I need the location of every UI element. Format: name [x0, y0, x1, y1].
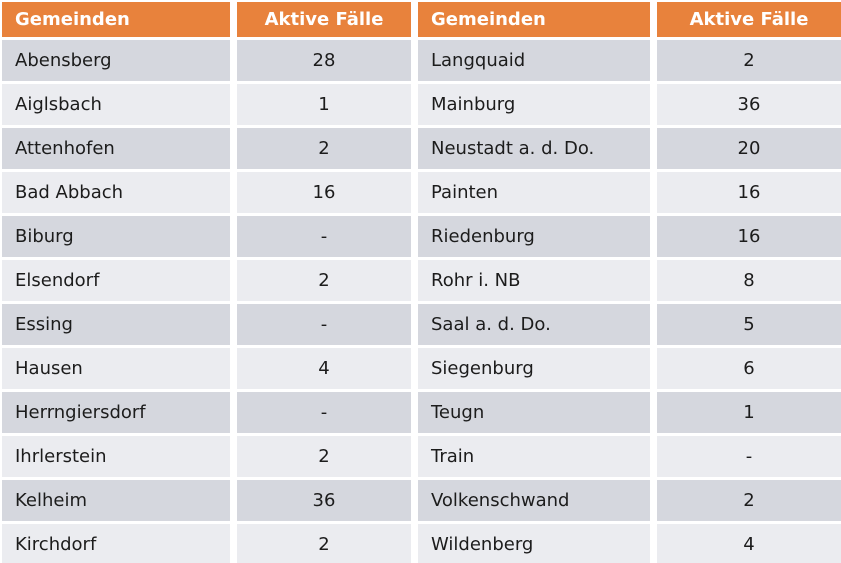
- gemeinde-cell: Ihrlerstein: [2, 436, 230, 477]
- column-header-gemeinden-left: Gemeinden: [2, 2, 230, 37]
- gemeinde-cell: Painten: [418, 172, 650, 213]
- column-header-faelle-left: Aktive Fälle: [237, 2, 411, 37]
- gemeinde-cell: Attenhofen: [2, 128, 230, 169]
- faelle-cell: 1: [237, 84, 411, 125]
- faelle-cell: 5: [657, 304, 841, 345]
- gemeinde-cell: Siegenburg: [418, 348, 650, 389]
- gemeinde-cell: Rohr i. NB: [418, 260, 650, 301]
- faelle-cell: 2: [237, 524, 411, 563]
- faelle-cell: 28: [237, 40, 411, 81]
- faelle-cell: 4: [237, 348, 411, 389]
- gemeinde-cell: Neustadt a. d. Do.: [418, 128, 650, 169]
- faelle-cell: 2: [237, 128, 411, 169]
- faelle-cell: 2: [237, 436, 411, 477]
- gemeinde-cell: Kelheim: [2, 480, 230, 521]
- faelle-cell: -: [237, 304, 411, 345]
- faelle-cell: 2: [237, 260, 411, 301]
- faelle-cell: -: [657, 436, 841, 477]
- gemeinde-cell: Saal a. d. Do.: [418, 304, 650, 345]
- faelle-cell: 2: [657, 480, 841, 521]
- column-header-gemeinden-right: Gemeinden: [418, 2, 650, 37]
- gemeinde-cell: Abensberg: [2, 40, 230, 81]
- faelle-cell: 1: [657, 392, 841, 433]
- gemeinde-cell: Volkenschwand: [418, 480, 650, 521]
- faelle-cell: 36: [657, 84, 841, 125]
- gemeinde-cell: Aiglsbach: [2, 84, 230, 125]
- faelle-cell: 16: [237, 172, 411, 213]
- gemeinde-cell: Hausen: [2, 348, 230, 389]
- gemeinde-cell: Herrngiersdorf: [2, 392, 230, 433]
- gemeinde-cell: Kirchdorf: [2, 524, 230, 563]
- gemeinde-cell: Teugn: [418, 392, 650, 433]
- gemeinde-cell: Wildenberg: [418, 524, 650, 563]
- gemeinde-cell: Bad Abbach: [2, 172, 230, 213]
- gemeinde-cell: Biburg: [2, 216, 230, 257]
- faelle-cell: 20: [657, 128, 841, 169]
- gemeinde-cell: Langquaid: [418, 40, 650, 81]
- gemeinde-cell: Riedenburg: [418, 216, 650, 257]
- faelle-cell: 36: [237, 480, 411, 521]
- faelle-cell: 8: [657, 260, 841, 301]
- faelle-cell: 16: [657, 216, 841, 257]
- column-header-faelle-right: Aktive Fälle: [657, 2, 841, 37]
- faelle-cell: 16: [657, 172, 841, 213]
- gemeinde-cell: Train: [418, 436, 650, 477]
- gemeinde-cell: Elsendorf: [2, 260, 230, 301]
- faelle-cell: 2: [657, 40, 841, 81]
- gemeinde-cell: Mainburg: [418, 84, 650, 125]
- faelle-cell: 4: [657, 524, 841, 563]
- faelle-cell: -: [237, 392, 411, 433]
- gemeinde-cell: Essing: [2, 304, 230, 345]
- faelle-cell: 6: [657, 348, 841, 389]
- faelle-cell: -: [237, 216, 411, 257]
